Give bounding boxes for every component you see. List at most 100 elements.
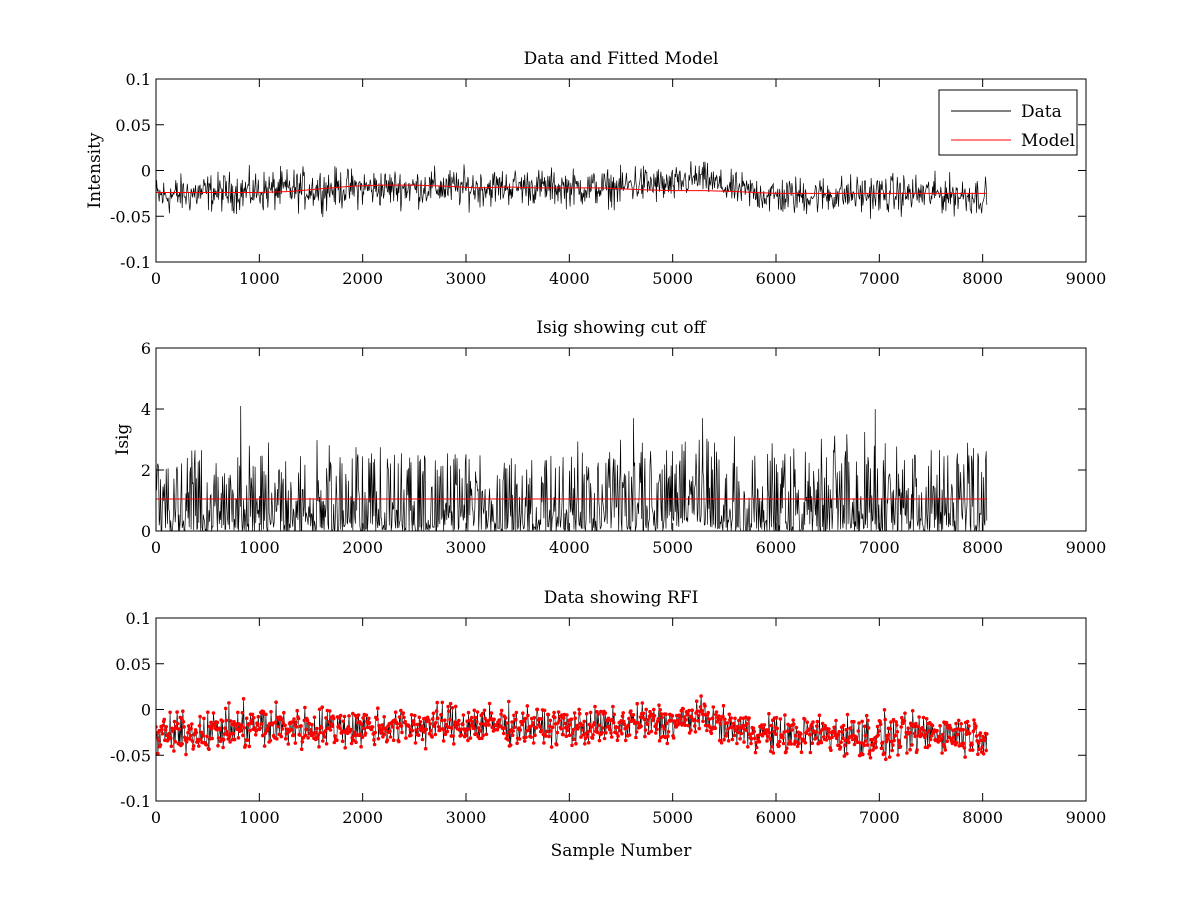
data-point <box>572 737 576 742</box>
data-point <box>722 737 726 742</box>
data-point <box>854 735 859 740</box>
data-point <box>281 721 286 725</box>
series-trace-0 <box>156 405 988 531</box>
data-point <box>245 738 250 742</box>
data-point <box>223 706 228 711</box>
y-tick-label: -0.05 <box>110 746 151 765</box>
data-point <box>715 720 719 724</box>
chart-panel-1: 0 1000 2000 3000 4000 5000 6000 7000 8000 9000 -0.… <box>85 49 1106 288</box>
data-point <box>414 728 418 732</box>
data-point <box>820 721 825 726</box>
data-point <box>196 739 200 744</box>
data-point <box>338 726 342 730</box>
data-point <box>874 745 878 750</box>
data-point <box>402 715 406 720</box>
data-point <box>695 709 700 713</box>
data-point <box>732 733 737 738</box>
data-point <box>618 728 622 733</box>
data-point <box>427 718 431 723</box>
data-point <box>404 736 408 740</box>
data-point <box>686 723 691 728</box>
data-point <box>602 736 607 741</box>
data-point <box>810 741 815 745</box>
data-point <box>218 727 222 732</box>
x-tick-label: 7000 <box>859 538 900 557</box>
data-point <box>757 739 762 744</box>
data-point <box>713 726 717 730</box>
y-tick-label: 0.05 <box>115 116 151 135</box>
data-point <box>222 732 227 736</box>
data-point <box>797 734 802 739</box>
data-point <box>424 727 429 732</box>
data-point <box>878 719 882 724</box>
data-point <box>328 728 333 732</box>
data-point <box>191 744 196 748</box>
chart-title: Isig showing cut off <box>536 318 707 338</box>
data-point <box>670 714 675 718</box>
data-point <box>797 741 801 746</box>
data-point <box>808 732 812 737</box>
data-point <box>234 722 239 726</box>
data-point <box>845 751 849 756</box>
data-point <box>317 745 321 749</box>
data-point <box>481 733 486 738</box>
data-point <box>328 709 332 713</box>
data-point <box>884 757 888 761</box>
data-point <box>841 723 846 728</box>
data-point <box>785 729 790 733</box>
data-point <box>352 733 356 738</box>
data-point <box>507 699 511 704</box>
y-tick-label: 2 <box>141 461 151 480</box>
y-tick-label: 4 <box>141 400 151 419</box>
data-point <box>727 712 732 717</box>
x-tick-label: 2000 <box>342 269 383 288</box>
data-point <box>703 704 707 708</box>
data-point <box>914 721 918 726</box>
data-point <box>938 724 942 728</box>
x-tick-label: 7000 <box>859 808 900 827</box>
data-point <box>324 742 329 746</box>
data-point <box>333 734 337 738</box>
data-point <box>910 709 915 713</box>
data-point <box>917 715 921 719</box>
data-point <box>778 717 783 721</box>
data-point <box>478 722 483 726</box>
data-point <box>753 736 757 741</box>
data-point <box>696 713 701 718</box>
data-point <box>452 723 457 727</box>
data-point <box>593 704 597 709</box>
data-point <box>554 743 559 747</box>
data-point <box>927 743 932 748</box>
data-point <box>205 734 209 739</box>
data-point <box>844 727 848 732</box>
data-point <box>246 722 251 726</box>
legend-label: Model <box>1021 131 1075 151</box>
data-point <box>733 716 737 721</box>
data-point <box>413 741 418 745</box>
x-tick-label: 3000 <box>446 269 487 288</box>
data-point <box>862 724 867 729</box>
data-point <box>223 726 227 730</box>
data-point <box>646 718 650 722</box>
series-line <box>156 405 988 531</box>
data-point <box>194 730 199 735</box>
y-axis-label: Intensity <box>85 132 105 208</box>
data-point <box>607 724 611 729</box>
data-point <box>942 745 947 749</box>
data-point <box>875 724 880 729</box>
data-point <box>830 735 834 739</box>
data-point <box>646 731 651 736</box>
data-point <box>899 725 903 729</box>
data-point <box>834 718 838 723</box>
data-point <box>792 722 796 726</box>
data-point <box>771 751 776 755</box>
data-point <box>641 711 646 716</box>
data-point <box>525 704 530 708</box>
data-point <box>928 737 933 742</box>
x-tick-label: 0 <box>151 538 161 557</box>
data-point <box>977 747 981 751</box>
data-point <box>232 737 237 742</box>
data-point <box>229 719 233 723</box>
data-point <box>616 734 620 738</box>
chart-title: Data showing RFI <box>544 588 699 608</box>
